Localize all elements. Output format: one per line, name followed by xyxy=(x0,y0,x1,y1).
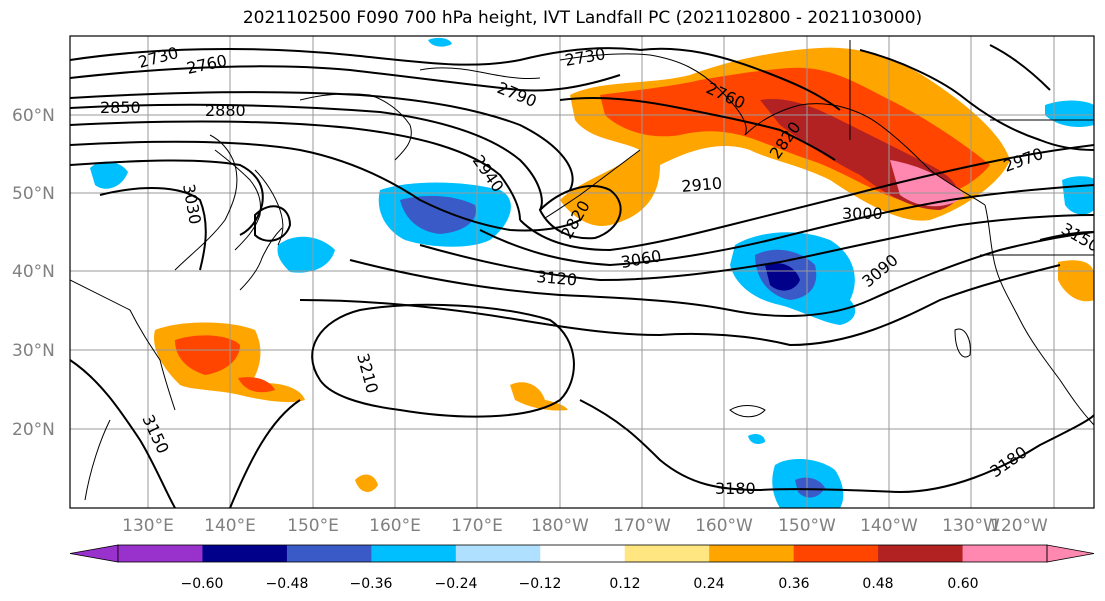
lon-label: 180°W xyxy=(531,516,589,536)
lon-label: 150°W xyxy=(778,516,836,536)
colorbar-tick-label: 0.24 xyxy=(693,576,724,592)
colorbar-swatch xyxy=(371,545,457,562)
plot-frame xyxy=(69,35,1095,509)
colorbar-swatch xyxy=(624,545,710,562)
colorbar-swatch xyxy=(878,545,964,562)
colorbar-swatch xyxy=(202,545,288,562)
colorbar-tick-label: −0.24 xyxy=(435,576,478,592)
colorbar: −0.60 −0.48 −0.36 −0.24 −0.12 0.12 0.24 … xyxy=(69,544,1095,592)
contour-label: 3120 xyxy=(536,267,578,289)
colorbar-tick-label: 0.60 xyxy=(947,576,978,592)
colorbar-tick-label: −0.36 xyxy=(350,576,393,592)
colorbar-ticks: −0.60 −0.48 −0.36 −0.24 −0.12 0.12 0.24 … xyxy=(181,576,979,592)
lat-label: 20°N xyxy=(12,420,55,440)
contour-label: 2850 xyxy=(100,98,141,117)
colorbar-swatches xyxy=(69,544,1095,563)
colorbar-tick-label: 0.36 xyxy=(778,576,809,592)
lon-label: 130°E xyxy=(122,516,174,536)
lon-label: 160°E xyxy=(369,516,421,536)
colorbar-tick-label: −0.12 xyxy=(519,576,562,592)
lat-label: 50°N xyxy=(12,184,55,204)
lon-label: 160°W xyxy=(695,516,753,536)
colorbar-swatch xyxy=(118,545,203,562)
colorbar-tick-label: −0.48 xyxy=(266,576,309,592)
lon-label: 140°E xyxy=(204,516,256,536)
lon-label: 150°E xyxy=(287,516,339,536)
colorbar-extend-high xyxy=(1046,544,1095,563)
lon-label: 140°W xyxy=(860,516,918,536)
colorbar-tick-label: −0.60 xyxy=(181,576,224,592)
colorbar-swatch xyxy=(540,545,626,562)
lat-label: 30°N xyxy=(12,341,55,361)
contour-label: 3000 xyxy=(842,204,883,223)
latitude-labels: 60°N 50°N 40°N 30°N 20°N xyxy=(12,106,55,440)
colorbar-swatch xyxy=(286,545,372,562)
map-title: 2021102500 F090 700 hPa height, IVT Land… xyxy=(242,8,923,28)
lat-label: 60°N xyxy=(12,106,55,126)
height-contours xyxy=(70,44,1094,508)
longitude-labels: 130°E 140°E 150°E 160°E 170°E 180°W 170°… xyxy=(122,516,1048,536)
lon-label: 120°W xyxy=(990,516,1048,536)
contour-label: 2910 xyxy=(681,174,723,196)
colorbar-swatch xyxy=(793,545,879,562)
positive-anomaly-shading xyxy=(154,47,1094,492)
contour-label: 2880 xyxy=(205,101,246,120)
colorbar-extend-low xyxy=(69,544,119,563)
lon-label: 130°W xyxy=(942,516,1000,536)
colorbar-swatch xyxy=(962,545,1048,562)
colorbar-tick-label: 0.12 xyxy=(609,576,640,592)
colorbar-tick-label: 0.48 xyxy=(862,576,893,592)
colorbar-swatch xyxy=(455,545,541,562)
lat-label: 40°N xyxy=(12,262,55,282)
colorbar-frame xyxy=(117,544,1048,563)
colorbar-swatch xyxy=(709,545,795,562)
gridlines xyxy=(70,36,1094,508)
contour-label: 3180 xyxy=(715,479,756,498)
lon-label: 170°W xyxy=(613,516,671,536)
lon-label: 170°E xyxy=(451,516,503,536)
